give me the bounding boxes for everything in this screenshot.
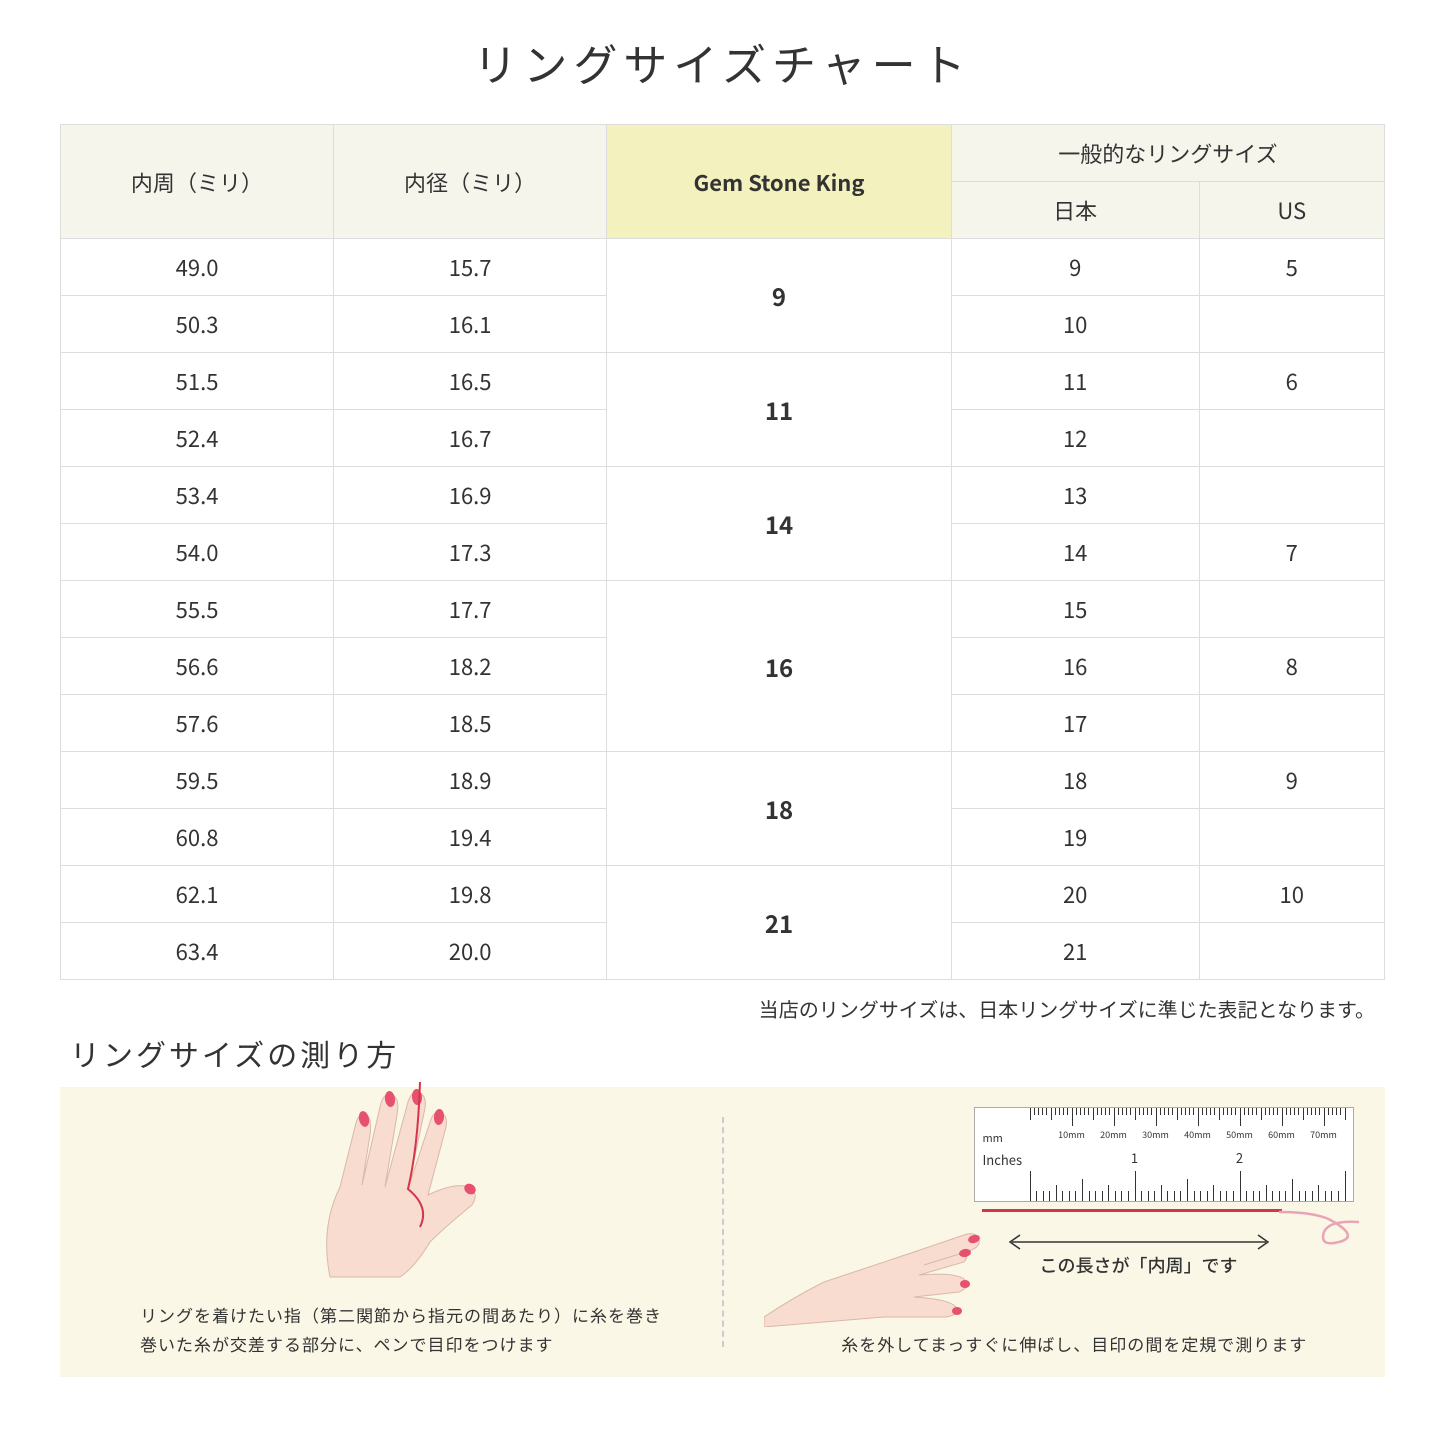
cell-gsk: 18 xyxy=(607,752,952,866)
cell-jp: 11 xyxy=(951,353,1199,410)
caption-left: リングを着けたい指（第二関節から指元の間あたり）に糸を巻き 巻いた糸が交差する部… xyxy=(140,1301,702,1359)
cell-jp: 15 xyxy=(951,581,1199,638)
cell-diameter: 20.0 xyxy=(334,923,607,980)
cell-us xyxy=(1199,410,1384,467)
size-chart-table: 内周（ミリ） 内径（ミリ） Gem Stone King 一般的なリングサイズ … xyxy=(60,124,1385,980)
ruler-mm-mark: 50mm xyxy=(1226,1128,1253,1141)
ruler-mm-mark: 40mm xyxy=(1184,1128,1211,1141)
cell-gsk: 11 xyxy=(607,353,952,467)
thread-curl xyxy=(1279,1192,1379,1252)
cell-circumference: 62.1 xyxy=(61,866,334,923)
col-circumference: 内周（ミリ） xyxy=(61,125,334,239)
cell-diameter: 18.2 xyxy=(334,638,607,695)
ruler-illustration: mm Inches 10mm 20mm 30mm 40mm 50mm 60mm 70mm 1 2 xyxy=(974,1107,1354,1202)
table-row: 55.517.71615 xyxy=(61,581,1385,638)
cell-jp: 9 xyxy=(951,239,1199,296)
cell-us xyxy=(1199,923,1384,980)
cell-us: 10 xyxy=(1199,866,1384,923)
cell-us xyxy=(1199,695,1384,752)
cell-diameter: 16.5 xyxy=(334,353,607,410)
cell-jp: 18 xyxy=(951,752,1199,809)
cell-us xyxy=(1199,467,1384,524)
measure-arrow xyxy=(1004,1232,1274,1252)
cell-circumference: 49.0 xyxy=(61,239,334,296)
cell-us: 6 xyxy=(1199,353,1384,410)
cell-jp: 17 xyxy=(951,695,1199,752)
cell-jp: 19 xyxy=(951,809,1199,866)
cell-us xyxy=(1199,809,1384,866)
cell-diameter: 19.4 xyxy=(334,809,607,866)
ruler-mm-label: mm xyxy=(983,1130,1003,1146)
ruler-mm-mark: 30mm xyxy=(1142,1128,1169,1141)
page-title: リングサイズチャート xyxy=(60,30,1385,94)
thread-line xyxy=(982,1209,1282,1212)
cell-us xyxy=(1199,296,1384,353)
hand-illustration-right xyxy=(764,1157,984,1327)
cell-circumference: 56.6 xyxy=(61,638,334,695)
cell-jp: 10 xyxy=(951,296,1199,353)
arrow-label: この長さが「内周」です xyxy=(1004,1252,1274,1278)
how-to-title: リングサイズの測り方 xyxy=(70,1031,1385,1075)
cell-diameter: 16.1 xyxy=(334,296,607,353)
cell-gsk: 21 xyxy=(607,866,952,980)
col-gsk: Gem Stone King xyxy=(607,125,952,239)
ruler-inch-mark: 1 xyxy=(1131,1148,1138,1167)
cell-diameter: 18.9 xyxy=(334,752,607,809)
ruler-inches-label: Inches xyxy=(983,1150,1023,1169)
cell-jp: 20 xyxy=(951,866,1199,923)
cell-us: 5 xyxy=(1199,239,1384,296)
cell-jp: 16 xyxy=(951,638,1199,695)
table-row: 49.015.7995 xyxy=(61,239,1385,296)
caption-right: 糸を外してまっすぐに伸ばし、目印の間を定規で測ります xyxy=(784,1330,1366,1359)
cell-diameter: 19.8 xyxy=(334,866,607,923)
table-row: 62.119.8212010 xyxy=(61,866,1385,923)
ruler-mm-mark: 20mm xyxy=(1100,1128,1127,1141)
cell-jp: 21 xyxy=(951,923,1199,980)
cell-us: 9 xyxy=(1199,752,1384,809)
cell-jp: 14 xyxy=(951,524,1199,581)
table-row: 59.518.918189 xyxy=(61,752,1385,809)
table-note: 当店のリングサイズは、日本リングサイズに準じた表記となります。 xyxy=(60,994,1385,1023)
ruler-inch-mark: 2 xyxy=(1236,1148,1243,1167)
ruler-mm-mark: 60mm xyxy=(1268,1128,1295,1141)
cell-us: 7 xyxy=(1199,524,1384,581)
cell-gsk: 9 xyxy=(607,239,952,353)
table-row: 53.416.91413 xyxy=(61,467,1385,524)
cell-circumference: 52.4 xyxy=(61,410,334,467)
cell-circumference: 51.5 xyxy=(61,353,334,410)
info-left: リングを着けたい指（第二関節から指元の間あたり）に糸を巻き 巻いた糸が交差する部… xyxy=(60,1087,722,1377)
hand-illustration-left xyxy=(280,1067,520,1287)
col-us: US xyxy=(1199,182,1384,239)
ruler-mm-mark: 70mm xyxy=(1310,1128,1337,1141)
cell-diameter: 17.7 xyxy=(334,581,607,638)
cell-jp: 12 xyxy=(951,410,1199,467)
cell-circumference: 60.8 xyxy=(61,809,334,866)
col-jp: 日本 xyxy=(951,182,1199,239)
cell-gsk: 14 xyxy=(607,467,952,581)
cell-us xyxy=(1199,581,1384,638)
cell-diameter: 16.9 xyxy=(334,467,607,524)
col-common: 一般的なリングサイズ xyxy=(951,125,1384,182)
table-row: 51.516.511116 xyxy=(61,353,1385,410)
cell-circumference: 59.5 xyxy=(61,752,334,809)
cell-circumference: 55.5 xyxy=(61,581,334,638)
cell-circumference: 63.4 xyxy=(61,923,334,980)
ruler-mm-mark: 10mm xyxy=(1058,1128,1085,1141)
cell-circumference: 54.0 xyxy=(61,524,334,581)
cell-diameter: 18.5 xyxy=(334,695,607,752)
cell-jp: 13 xyxy=(951,467,1199,524)
cell-us: 8 xyxy=(1199,638,1384,695)
info-right: mm Inches 10mm 20mm 30mm 40mm 50mm 60mm 70mm 1 2… xyxy=(724,1087,1386,1377)
cell-circumference: 57.6 xyxy=(61,695,334,752)
col-diameter: 内径（ミリ） xyxy=(334,125,607,239)
cell-diameter: 15.7 xyxy=(334,239,607,296)
cell-diameter: 16.7 xyxy=(334,410,607,467)
cell-circumference: 50.3 xyxy=(61,296,334,353)
cell-circumference: 53.4 xyxy=(61,467,334,524)
info-panel: リングを着けたい指（第二関節から指元の間あたり）に糸を巻き 巻いた糸が交差する部… xyxy=(60,1087,1385,1377)
cell-gsk: 16 xyxy=(607,581,952,752)
cell-diameter: 17.3 xyxy=(334,524,607,581)
